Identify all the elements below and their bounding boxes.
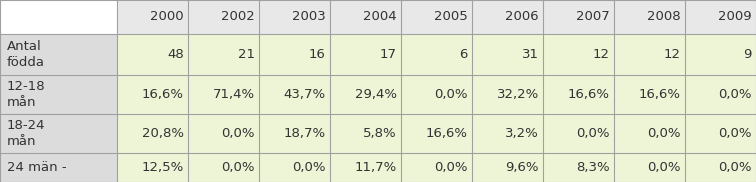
Text: 48: 48 xyxy=(167,48,184,61)
Text: 2004: 2004 xyxy=(363,10,397,23)
Bar xyxy=(259,75,330,114)
Text: 2005: 2005 xyxy=(434,10,468,23)
Bar xyxy=(117,34,188,75)
Bar xyxy=(685,153,756,182)
Bar xyxy=(0,34,117,75)
Bar xyxy=(330,114,401,153)
Text: Antal
födda: Antal födda xyxy=(7,40,45,69)
Bar xyxy=(685,75,756,114)
Bar xyxy=(685,34,756,75)
Bar xyxy=(401,75,472,114)
Text: 0,0%: 0,0% xyxy=(222,161,255,174)
Text: 0,0%: 0,0% xyxy=(647,127,680,140)
Bar xyxy=(259,114,330,153)
Bar xyxy=(330,75,401,114)
Bar xyxy=(330,153,401,182)
Text: 21: 21 xyxy=(238,48,255,61)
Bar xyxy=(401,0,472,34)
Text: 43,7%: 43,7% xyxy=(284,88,326,101)
Bar xyxy=(259,0,330,34)
Bar xyxy=(614,34,685,75)
Bar xyxy=(188,153,259,182)
Bar xyxy=(0,75,117,114)
Bar xyxy=(330,0,401,34)
Text: 17: 17 xyxy=(380,48,397,61)
Bar xyxy=(614,114,685,153)
Text: 6: 6 xyxy=(460,48,468,61)
Text: 8,3%: 8,3% xyxy=(576,161,610,174)
Bar xyxy=(472,34,543,75)
Bar xyxy=(401,114,472,153)
Bar xyxy=(472,75,543,114)
Text: 31: 31 xyxy=(522,48,539,61)
Bar xyxy=(543,153,614,182)
Text: 16,6%: 16,6% xyxy=(426,127,468,140)
Text: 2006: 2006 xyxy=(505,10,539,23)
Bar xyxy=(614,75,685,114)
Bar xyxy=(543,0,614,34)
Text: 32,2%: 32,2% xyxy=(497,88,539,101)
Bar xyxy=(472,114,543,153)
Text: 0,0%: 0,0% xyxy=(293,161,326,174)
Bar xyxy=(614,0,685,34)
Text: 12,5%: 12,5% xyxy=(141,161,184,174)
Bar xyxy=(188,114,259,153)
Text: 18,7%: 18,7% xyxy=(284,127,326,140)
Text: 11,7%: 11,7% xyxy=(355,161,397,174)
Text: 12: 12 xyxy=(664,48,680,61)
Text: 16: 16 xyxy=(309,48,326,61)
Bar xyxy=(472,0,543,34)
Text: 0,0%: 0,0% xyxy=(647,161,680,174)
Bar xyxy=(188,34,259,75)
Text: 2002: 2002 xyxy=(221,10,255,23)
Text: 29,4%: 29,4% xyxy=(355,88,397,101)
Text: 9: 9 xyxy=(743,48,751,61)
Bar xyxy=(188,0,259,34)
Text: 0,0%: 0,0% xyxy=(576,127,610,140)
Text: 16,6%: 16,6% xyxy=(142,88,184,101)
Bar xyxy=(543,34,614,75)
Text: 2008: 2008 xyxy=(647,10,680,23)
Text: 71,4%: 71,4% xyxy=(212,88,255,101)
Text: 12-18
mån: 12-18 mån xyxy=(7,80,45,109)
Bar xyxy=(0,114,117,153)
Text: 2003: 2003 xyxy=(292,10,326,23)
Bar xyxy=(0,153,117,182)
Bar xyxy=(188,75,259,114)
Bar xyxy=(685,114,756,153)
Text: 0,0%: 0,0% xyxy=(434,161,468,174)
Text: 9,6%: 9,6% xyxy=(505,161,539,174)
Bar xyxy=(401,34,472,75)
Bar xyxy=(0,0,117,34)
Bar xyxy=(117,153,188,182)
Text: 2009: 2009 xyxy=(718,10,751,23)
Bar xyxy=(543,114,614,153)
Text: 20,8%: 20,8% xyxy=(142,127,184,140)
Text: 18-24
mån: 18-24 mån xyxy=(7,119,45,148)
Text: 16,6%: 16,6% xyxy=(568,88,610,101)
Text: 24 män -: 24 män - xyxy=(7,161,67,174)
Text: 2000: 2000 xyxy=(150,10,184,23)
Bar xyxy=(472,153,543,182)
Bar xyxy=(401,153,472,182)
Text: 0,0%: 0,0% xyxy=(222,127,255,140)
Bar xyxy=(259,153,330,182)
Bar xyxy=(259,34,330,75)
Text: 0,0%: 0,0% xyxy=(718,88,751,101)
Text: 5,8%: 5,8% xyxy=(363,127,397,140)
Bar xyxy=(117,0,188,34)
Bar xyxy=(614,153,685,182)
Text: 0,0%: 0,0% xyxy=(718,161,751,174)
Bar xyxy=(117,114,188,153)
Bar xyxy=(330,34,401,75)
Text: 2007: 2007 xyxy=(576,10,610,23)
Bar xyxy=(117,75,188,114)
Text: 3,2%: 3,2% xyxy=(505,127,539,140)
Text: 12: 12 xyxy=(593,48,610,61)
Text: 16,6%: 16,6% xyxy=(639,88,680,101)
Text: 0,0%: 0,0% xyxy=(434,88,468,101)
Text: 0,0%: 0,0% xyxy=(718,127,751,140)
Bar xyxy=(543,75,614,114)
Bar xyxy=(685,0,756,34)
